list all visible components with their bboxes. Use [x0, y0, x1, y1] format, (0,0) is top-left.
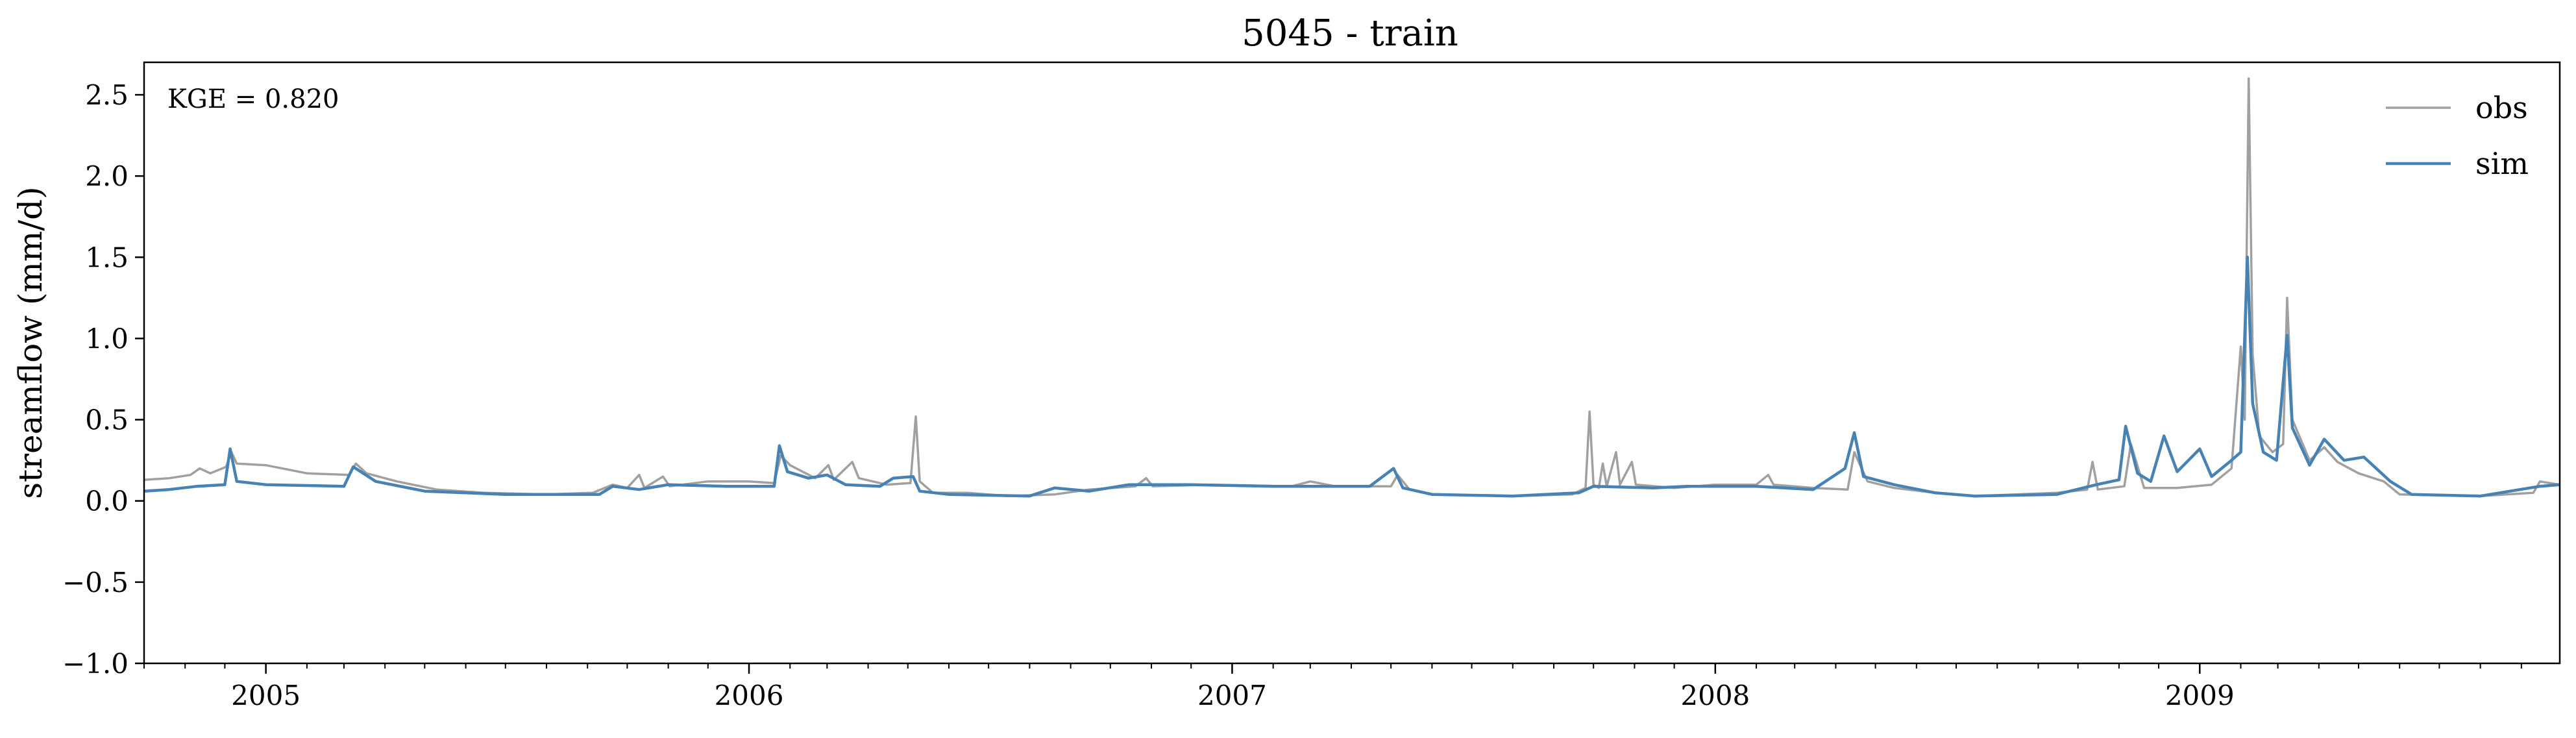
axes: −1.0 −0.5 0.0 0.5 1.0 1.5 2.0 2.5 2005 2006 2007 20…	[62, 61, 2561, 711]
y-tick-label: 0.5	[85, 404, 129, 436]
y-tick-label: 2.5	[85, 79, 129, 111]
chart-title: 5045 - train	[1242, 12, 1458, 55]
x-tick-label: 2007	[1197, 680, 1267, 711]
x-tick-label: 2005	[231, 680, 301, 711]
x-tick-label: 2006	[715, 680, 784, 711]
x-tick-label: 2009	[2165, 680, 2235, 711]
x-tick-label: 2008	[1680, 680, 1750, 711]
y-axis-label: streamflow (mm/d)	[12, 186, 49, 498]
series-line-sim	[143, 256, 2560, 498]
y-tick-label: 0.0	[85, 486, 129, 517]
kge-annotation: KGE = 0.820	[167, 84, 339, 114]
y-tick-label: −0.5	[62, 567, 129, 598]
y-tick-label: 2.0	[85, 160, 129, 192]
legend-label-obs: obs	[2475, 90, 2528, 125]
plot-frame	[143, 61, 2561, 665]
y-tick-label: 1.5	[85, 241, 129, 273]
y-tick-label: 1.0	[85, 323, 129, 354]
legend: obs sim	[2386, 90, 2529, 181]
plot-lines	[143, 77, 2560, 498]
y-tick-label: −1.0	[62, 648, 129, 680]
legend-label-sim: sim	[2475, 146, 2529, 181]
